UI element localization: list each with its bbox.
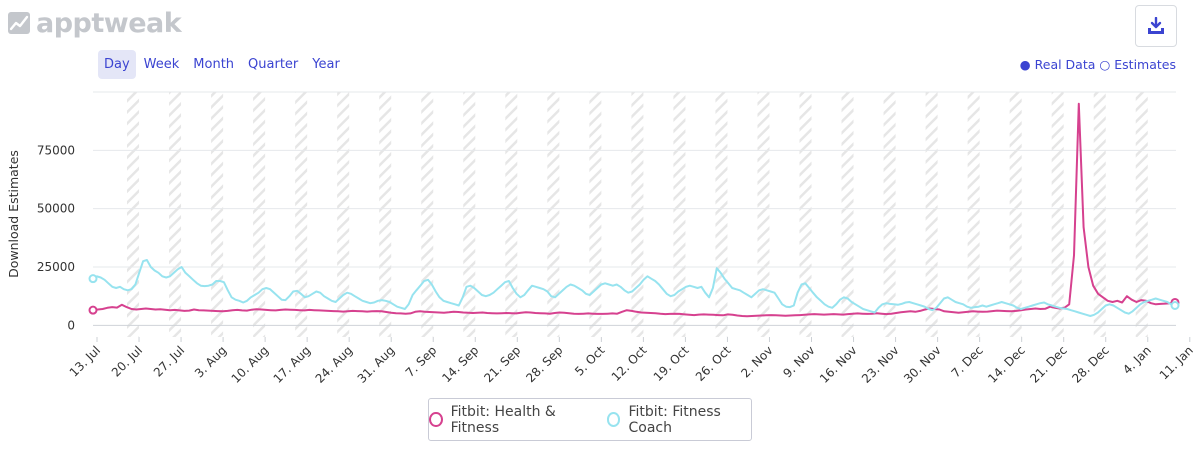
weekend-band xyxy=(967,92,980,337)
x-tick-label: 21. Dec xyxy=(1027,343,1070,386)
series-lines xyxy=(88,102,1180,318)
x-tick-label: 21. Sep xyxy=(481,343,523,385)
x-tick-label: 4. Jan xyxy=(1120,343,1154,377)
brand-name: apptweak xyxy=(36,7,182,39)
weekend-band xyxy=(1135,92,1148,337)
y-tick-label: 75000 xyxy=(37,143,75,157)
x-tick-label: 9. Nov xyxy=(780,343,817,380)
weekend-band xyxy=(925,92,938,337)
legend-label-coach: Fitbit: Fitness Coach xyxy=(628,403,721,436)
x-tick-label: 16. Nov xyxy=(817,343,860,386)
x-tick-label: 2. Nov xyxy=(738,343,775,380)
x-tick-label: 30. Nov xyxy=(901,343,944,386)
apptweak-logo[interactable]: apptweak xyxy=(8,4,182,42)
x-tick-label: 23. Nov xyxy=(859,343,902,386)
weekend-band xyxy=(715,92,728,337)
y-tick-label: 50000 xyxy=(37,202,75,216)
weekend-band xyxy=(337,92,350,337)
series-endpoint-marker xyxy=(88,274,98,284)
x-tick-label: 10. Aug xyxy=(229,343,272,386)
weekend-band xyxy=(421,92,434,337)
series-endpoint-marker xyxy=(88,305,98,315)
weekend-band xyxy=(253,92,266,337)
legend-label-fitbit: Fitbit: Health & Fitness xyxy=(450,403,556,436)
estimate-bands xyxy=(127,92,1148,337)
x-tick-label: 20. Jul xyxy=(109,343,145,379)
weekend-band xyxy=(295,92,308,337)
weekend-band xyxy=(1093,92,1106,337)
period-day[interactable]: Day xyxy=(98,50,136,79)
series-line-0 xyxy=(92,102,1176,318)
x-tick-label: 26. Oct xyxy=(693,343,734,384)
period-selector: Day Week Month Quarter Year xyxy=(98,50,346,79)
chart-trend-icon xyxy=(8,12,30,34)
weekend-band xyxy=(631,92,644,337)
legend-marker-fitbit xyxy=(429,412,443,427)
weekend-band xyxy=(673,92,686,337)
weekend-band xyxy=(379,92,392,337)
weekend-band xyxy=(169,92,182,337)
x-tick-label: 17. Aug xyxy=(271,343,314,386)
chart-legend: Fitbit: Health & Fitness Fitbit: Fitness… xyxy=(428,398,752,441)
period-week[interactable]: Week xyxy=(143,57,180,72)
weekend-band xyxy=(547,92,560,337)
x-tick-label: 11. Jan xyxy=(1157,343,1196,382)
weekend-band xyxy=(127,92,140,337)
real-data-label: ● Real Data xyxy=(1019,57,1096,72)
x-tick-label: 12. Oct xyxy=(609,343,650,384)
x-tick-label: 14. Dec xyxy=(985,343,1028,386)
x-tick-label: 3. Aug xyxy=(192,343,229,380)
weekend-band xyxy=(505,92,518,337)
x-tick-label: 19. Oct xyxy=(651,343,692,384)
weekend-band xyxy=(757,92,770,337)
series-line-1 xyxy=(92,259,1176,317)
x-tick-label: 14. Sep xyxy=(439,343,481,385)
data-type-legend: ● Real Data ○ Estimates xyxy=(1020,57,1176,72)
y-tick-label: 25000 xyxy=(37,260,75,274)
x-tick-label: 5. Oct xyxy=(572,343,608,379)
x-tick-label: 31. Aug xyxy=(355,343,398,386)
y-axis-label: Download Estimates xyxy=(6,150,21,278)
weekend-band xyxy=(589,92,602,337)
legend-item-coach[interactable]: Fitbit: Fitness Coach xyxy=(606,403,751,436)
grid-lines xyxy=(93,91,1176,326)
weekend-band xyxy=(1051,92,1064,337)
period-year[interactable]: Year xyxy=(312,57,340,72)
weekend-band xyxy=(1009,92,1022,337)
estimates-label: ○ Estimates xyxy=(1099,57,1176,72)
x-tick-label: 7. Dec xyxy=(949,343,986,380)
series-endpoint-marker xyxy=(1170,301,1180,310)
x-tick-label: 24. Aug xyxy=(313,343,356,386)
download-button[interactable] xyxy=(1135,5,1177,47)
y-tick-label: 0 xyxy=(67,318,75,332)
legend-item-fitbit[interactable]: Fitbit: Health & Fitness xyxy=(429,404,589,436)
weekend-band xyxy=(841,92,854,337)
y-tick-labels: 0 25000 50000 75000 xyxy=(37,143,75,332)
weekend-band xyxy=(211,92,224,337)
weekend-band xyxy=(799,92,812,337)
period-month[interactable]: Month xyxy=(193,57,235,72)
period-quarter[interactable]: Quarter xyxy=(248,57,299,72)
x-tick-label: 7. Sep xyxy=(403,343,440,380)
download-icon xyxy=(1148,17,1164,34)
x-tick-label: 27. Jul xyxy=(151,343,187,379)
weekend-band xyxy=(463,92,476,337)
x-tick-label: 28. Dec xyxy=(1069,343,1112,386)
weekend-band xyxy=(883,92,896,337)
x-tick-label: 28. Sep xyxy=(523,343,565,385)
legend-marker-coach xyxy=(606,412,621,427)
x-tick-label: 13. Jul xyxy=(67,343,103,379)
x-tick-labels: 13. Jul 20. Jul 27. Jul 3. Aug 10. Aug 17. Au… xyxy=(67,337,1196,386)
